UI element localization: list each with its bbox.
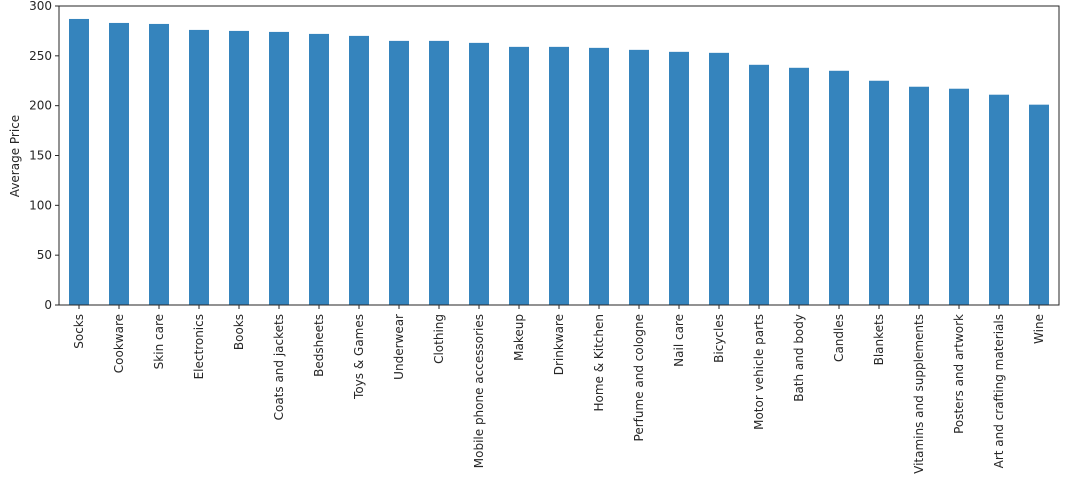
x-tick-label: Perfume and cologne <box>632 314 646 441</box>
bar <box>229 30 249 306</box>
x-tick-label: Home & Kitchen <box>592 314 606 412</box>
bar <box>1029 104 1049 305</box>
bar <box>709 52 729 305</box>
x-tick-label: Art and crafting materials <box>992 314 1006 468</box>
bar <box>69 18 89 306</box>
y-tick-label: 200 <box>29 99 52 113</box>
bar <box>749 64 769 305</box>
bar <box>909 86 929 305</box>
x-tick-label: Vitamins and supplements <box>912 314 926 474</box>
bar <box>509 46 529 305</box>
plot-frame <box>58 5 1060 306</box>
bar <box>469 42 489 305</box>
y-tick-label: 300 <box>29 0 52 13</box>
y-axis-title: Average Price <box>8 115 22 197</box>
y-axis-ticks: 0 50 100 150 200 250 300 <box>29 0 59 312</box>
y-tick-label: 150 <box>29 149 52 163</box>
x-tick-label: Bicycles <box>712 314 726 363</box>
x-tick-label: Wine <box>1032 314 1046 344</box>
x-tick-label: Bath and body <box>792 314 806 402</box>
x-tick-label: Posters and artwork <box>952 314 966 434</box>
y-tick-label: 100 <box>29 198 52 212</box>
bars <box>69 18 1049 306</box>
bar <box>109 22 129 306</box>
bar <box>629 49 649 305</box>
x-tick-label: Underwear <box>392 314 406 380</box>
x-tick-label: Clothing <box>432 314 446 364</box>
bar <box>389 40 409 306</box>
x-tick-label: Mobile phone accessories <box>472 314 486 468</box>
x-tick-label: Nail care <box>672 314 686 367</box>
x-tick-label: Coats and jackets <box>272 314 286 420</box>
bar <box>589 47 609 306</box>
bar <box>309 33 329 305</box>
bar <box>269 31 289 306</box>
x-axis-ticks: Socks Cookware Skin care Electronics Books Co… <box>72 305 1046 474</box>
bar <box>549 46 569 305</box>
x-tick-label: Makeup <box>512 314 526 361</box>
bar <box>189 29 209 305</box>
bar <box>349 35 369 306</box>
x-tick-label: Skin care <box>152 314 166 369</box>
bar <box>149 23 169 305</box>
x-tick-label: Socks <box>72 314 86 349</box>
bar <box>429 40 449 306</box>
x-tick-label: Blankets <box>872 314 886 365</box>
x-tick-label: Cookware <box>112 314 126 373</box>
y-tick-label: 50 <box>37 248 52 262</box>
bar <box>669 51 689 306</box>
x-tick-label: Candles <box>832 314 846 362</box>
bar <box>869 80 889 305</box>
bar <box>829 70 849 306</box>
x-tick-label: Motor vehicle parts <box>752 314 766 430</box>
bar <box>789 67 809 305</box>
y-tick-label: 250 <box>29 49 52 63</box>
x-tick-label: Drinkware <box>552 314 566 375</box>
x-tick-label: Bedsheets <box>312 314 326 377</box>
bar <box>949 88 969 306</box>
x-tick-label: Toys & Games <box>352 314 366 400</box>
x-tick-label: Electronics <box>192 314 206 379</box>
y-tick-label: 0 <box>44 298 52 312</box>
x-tick-label: Books <box>232 314 246 350</box>
bar <box>989 94 1009 305</box>
